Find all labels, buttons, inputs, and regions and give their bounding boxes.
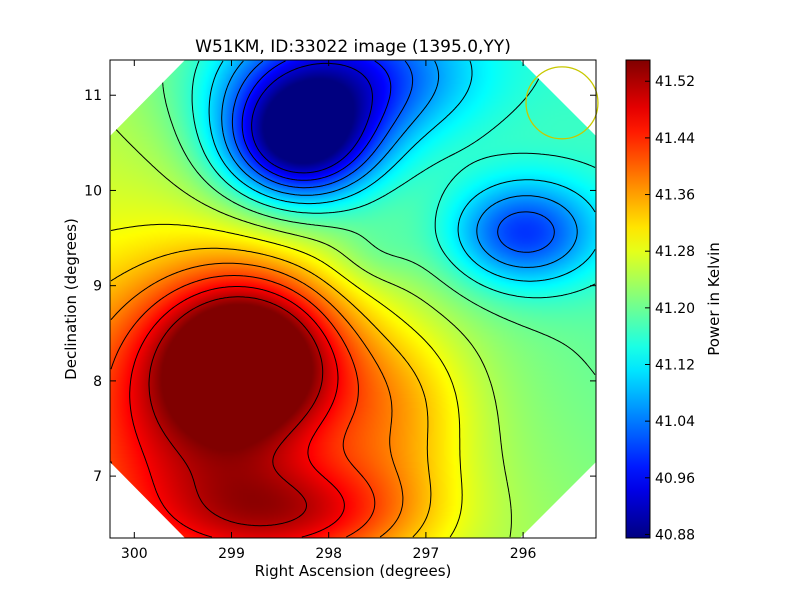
- colorbar-label: Power in Kelvin: [705, 242, 723, 356]
- chart-title: W51KM, ID:33022 image (1395.0,YY): [195, 37, 511, 57]
- contour-level-9: [110, 247, 432, 538]
- y-tick-label: 10: [84, 183, 102, 199]
- y-tick-label: 9: [93, 279, 102, 295]
- colorbar-tick-label: 41.52: [655, 74, 695, 90]
- contour-level-8: [110, 223, 463, 538]
- x-tick-label: 297: [413, 546, 440, 562]
- y-tick-label: 7: [93, 469, 102, 485]
- contour-level-12: [129, 286, 345, 538]
- colorbar-tick-label: 41.20: [655, 301, 695, 317]
- x-tick-label: 298: [315, 546, 342, 562]
- y-tick-label: 8: [93, 374, 102, 390]
- colorbar-tick-label: 40.88: [655, 527, 695, 543]
- colorbar-tick-label: 40.96: [655, 471, 695, 487]
- x-tick-label: 300: [121, 546, 148, 562]
- beam-circle: [525, 66, 599, 140]
- y-tick-label: 11: [84, 88, 102, 104]
- colorbar-tick-label: 41.44: [655, 131, 695, 147]
- contour-level-5: [191, 60, 596, 299]
- contour-level-3: [221, 60, 578, 268]
- colorbar-ticks: 40.88 40.96 41.04 41.12 41.20 41.28 41.36 41.44…: [645, 74, 695, 543]
- contour-level-10: [110, 262, 404, 538]
- heatmap-image: [110, 60, 596, 538]
- y-axis-ticks: 7 8 9 10 11: [84, 88, 596, 485]
- x-tick-label: 296: [510, 546, 537, 562]
- contour-level-13: [148, 296, 324, 527]
- colorbar-gradient: [625, 59, 651, 539]
- x-axis-label: Right Ascension (degrees): [255, 562, 452, 580]
- y-axis-label: Declination (degrees): [62, 218, 80, 380]
- x-tick-label: 299: [218, 546, 245, 562]
- contour-level-1: [241, 60, 392, 181]
- colorbar: 40.88 40.96 41.04 41.12 41.20 41.28 41.36 41.44…: [625, 59, 723, 543]
- plot-area: 300 299 298 297 296 7 8 9 10 11: [84, 59, 599, 562]
- contour-level-4: [208, 60, 596, 282]
- colorbar-tick-label: 41.36: [655, 188, 695, 204]
- colorbar-tick-label: 41.28: [655, 244, 695, 260]
- contour-level-2: [231, 60, 555, 253]
- x-axis-ticks: 300 299 298 297 296: [121, 60, 537, 562]
- colorbar-tick-label: 41.12: [655, 358, 695, 374]
- colorbar-tick-label: 41.04: [655, 414, 695, 430]
- plot-frame: [109, 59, 597, 539]
- contour-lines: [110, 60, 596, 538]
- contour-level-0: [251, 62, 373, 174]
